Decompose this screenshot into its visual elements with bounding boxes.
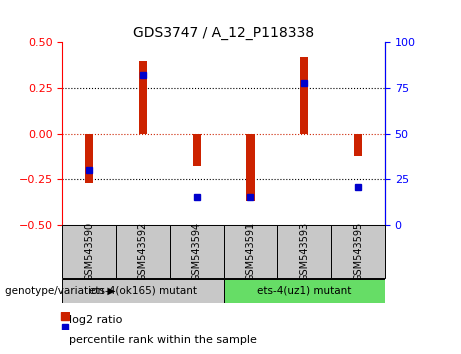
Text: GSM543595: GSM543595 [353,222,363,281]
Text: GSM543592: GSM543592 [138,222,148,281]
FancyBboxPatch shape [62,279,224,303]
FancyBboxPatch shape [170,225,224,278]
FancyBboxPatch shape [224,225,278,278]
Text: genotype/variation ▶: genotype/variation ▶ [5,286,115,296]
FancyBboxPatch shape [224,279,385,303]
FancyBboxPatch shape [116,225,170,278]
Text: GSM543591: GSM543591 [245,222,255,281]
FancyBboxPatch shape [62,225,116,278]
FancyBboxPatch shape [278,225,331,278]
FancyBboxPatch shape [331,225,385,278]
Bar [300,57,308,133]
Bar [193,133,201,166]
Title: GDS3747 / A_12_P118338: GDS3747 / A_12_P118338 [133,26,314,40]
Text: GSM543594: GSM543594 [192,222,202,281]
Text: ets-4(ok165) mutant: ets-4(ok165) mutant [89,286,197,296]
Bar [247,133,254,201]
Text: GSM543590: GSM543590 [84,222,94,281]
Bar [85,133,93,183]
Bar [354,133,362,155]
Text: ets-4(uz1) mutant: ets-4(uz1) mutant [257,286,351,296]
Bar [139,61,147,133]
Text: log2 ratio: log2 ratio [69,315,123,325]
Text: percentile rank within the sample: percentile rank within the sample [69,335,257,345]
Text: GSM543593: GSM543593 [299,222,309,281]
